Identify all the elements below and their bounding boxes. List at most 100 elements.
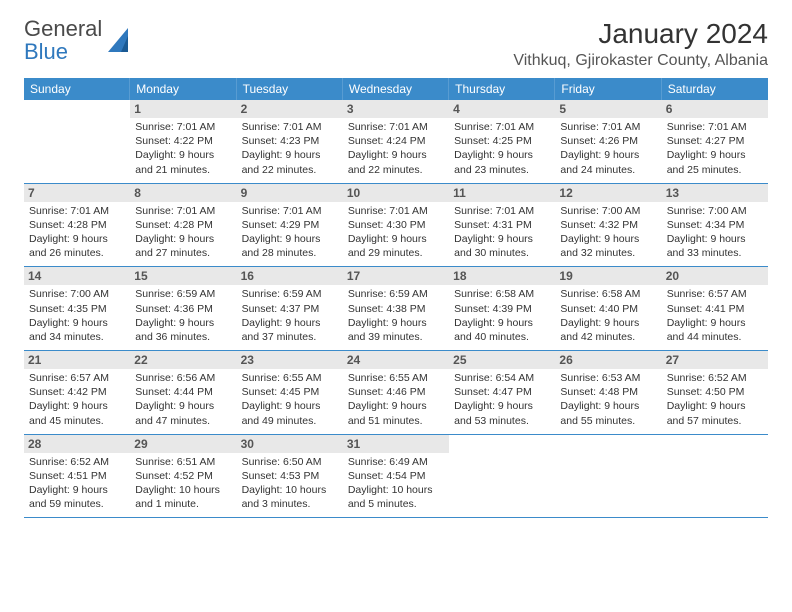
day-cell: 28 Sunrise: 6:52 AMSunset: 4:51 PMDayligh… (24, 435, 130, 518)
day-cell: 30 Sunrise: 6:50 AMSunset: 4:53 PMDayligh… (237, 435, 343, 518)
weekday-tuesday: Tuesday (237, 78, 343, 100)
day-info: Sunrise: 6:56 AMSunset: 4:44 PMDaylight:… (135, 371, 231, 428)
day-cell: 9 Sunrise: 7:01 AMSunset: 4:29 PMDaylight… (237, 184, 343, 267)
day-number-empty (662, 435, 768, 453)
day-number: 8 (130, 184, 236, 202)
day-info: Sunrise: 7:01 AMSunset: 4:31 PMDaylight:… (454, 204, 550, 261)
day-cell: 27 Sunrise: 6:52 AMSunset: 4:50 PMDayligh… (662, 351, 768, 434)
day-number-empty (449, 435, 555, 453)
day-cell: 7 Sunrise: 7:01 AMSunset: 4:28 PMDaylight… (24, 184, 130, 267)
day-number: 6 (662, 100, 768, 118)
day-info: Sunrise: 7:00 AMSunset: 4:32 PMDaylight:… (560, 204, 656, 261)
day-info: Sunrise: 7:01 AMSunset: 4:24 PMDaylight:… (348, 120, 444, 177)
day-number: 14 (24, 267, 130, 285)
header: General Blue January 2024 Vithkuq, Gjiro… (24, 18, 768, 70)
day-info: Sunrise: 6:59 AMSunset: 4:38 PMDaylight:… (348, 287, 444, 344)
day-number: 10 (343, 184, 449, 202)
day-cell: 5Sunrise: 7:01 AMSunset: 4:26 PMDaylight… (555, 100, 661, 183)
day-info: Sunrise: 7:01 AMSunset: 4:30 PMDaylight:… (348, 204, 444, 261)
day-number: 19 (555, 267, 661, 285)
day-info: Sunrise: 6:52 AMSunset: 4:51 PMDaylight:… (29, 455, 125, 512)
day-info: Sunrise: 6:54 AMSunset: 4:47 PMDaylight:… (454, 371, 550, 428)
day-number: 17 (343, 267, 449, 285)
day-cell: 31Sunrise: 6:49 AMSunset: 4:54 PMDayligh… (343, 435, 449, 518)
day-cell: 2 Sunrise: 7:01 AMSunset: 4:23 PMDaylight… (237, 100, 343, 183)
day-number: 25 (449, 351, 555, 369)
calendar-grid: SundayMondayTuesdayWednesdayThursdayFrid… (24, 78, 768, 518)
day-info: Sunrise: 7:01 AMSunset: 4:28 PMDaylight:… (135, 204, 231, 261)
day-number: 4 (449, 100, 555, 118)
day-number: 30 (237, 435, 343, 453)
day-info: Sunrise: 6:49 AMSunset: 4:54 PMDaylight:… (348, 455, 444, 512)
day-info: Sunrise: 7:01 AMSunset: 4:26 PMDaylight:… (560, 120, 656, 177)
day-number: 22 (130, 351, 236, 369)
day-cell: 23Sunrise: 6:55 AMSunset: 4:45 PMDayligh… (237, 351, 343, 434)
day-cell: 26 Sunrise: 6:53 AMSunset: 4:48 PMDayligh… (555, 351, 661, 434)
day-number: 15 (130, 267, 236, 285)
day-info: Sunrise: 6:59 AMSunset: 4:36 PMDaylight:… (135, 287, 231, 344)
day-number: 11 (449, 184, 555, 202)
weeks-container: 1Sunrise: 7:01 AMSunset: 4:22 PMDaylight… (24, 100, 768, 518)
day-cell (24, 100, 130, 183)
day-number: 13 (662, 184, 768, 202)
week-row: 7 Sunrise: 7:01 AMSunset: 4:28 PMDaylight… (24, 184, 768, 268)
day-cell: 1Sunrise: 7:01 AMSunset: 4:22 PMDaylight… (130, 100, 236, 183)
logo-text-blue: Blue (24, 39, 68, 64)
day-info: Sunrise: 7:01 AMSunset: 4:27 PMDaylight:… (667, 120, 763, 177)
day-number: 26 (555, 351, 661, 369)
logo: General Blue (24, 18, 132, 64)
day-cell: 3 Sunrise: 7:01 AMSunset: 4:24 PMDaylight… (343, 100, 449, 183)
day-cell: 29 Sunrise: 6:51 AMSunset: 4:52 PMDayligh… (130, 435, 236, 518)
day-cell: 17 Sunrise: 6:59 AMSunset: 4:38 PMDayligh… (343, 267, 449, 350)
weekday-header-row: SundayMondayTuesdayWednesdayThursdayFrid… (24, 78, 768, 100)
logo-text-general: General (24, 16, 102, 41)
day-cell (662, 435, 768, 518)
day-cell: 10 Sunrise: 7:01 AMSunset: 4:30 PMDayligh… (343, 184, 449, 267)
day-number: 18 (449, 267, 555, 285)
day-info: Sunrise: 6:55 AMSunset: 4:45 PMDaylight:… (242, 371, 338, 428)
day-info: Sunrise: 6:58 AMSunset: 4:40 PMDaylight:… (560, 287, 656, 344)
day-info: Sunrise: 6:53 AMSunset: 4:48 PMDaylight:… (560, 371, 656, 428)
day-number: 28 (24, 435, 130, 453)
calendar-page: General Blue January 2024 Vithkuq, Gjiro… (0, 0, 792, 536)
sail-icon (106, 24, 132, 59)
weekday-wednesday: Wednesday (343, 78, 449, 100)
day-info: Sunrise: 7:01 AMSunset: 4:25 PMDaylight:… (454, 120, 550, 177)
week-row: 21 Sunrise: 6:57 AMSunset: 4:42 PMDayligh… (24, 351, 768, 435)
day-cell: 8 Sunrise: 7:01 AMSunset: 4:28 PMDaylight… (130, 184, 236, 267)
day-info: Sunrise: 7:01 AMSunset: 4:29 PMDaylight:… (242, 204, 338, 261)
day-info: Sunrise: 7:01 AMSunset: 4:23 PMDaylight:… (242, 120, 338, 177)
day-number: 2 (237, 100, 343, 118)
day-info: Sunrise: 6:59 AMSunset: 4:37 PMDaylight:… (242, 287, 338, 344)
day-info: Sunrise: 6:57 AMSunset: 4:42 PMDaylight:… (29, 371, 125, 428)
day-info: Sunrise: 7:01 AMSunset: 4:28 PMDaylight:… (29, 204, 125, 261)
day-number: 9 (237, 184, 343, 202)
day-number: 3 (343, 100, 449, 118)
day-info: Sunrise: 6:55 AMSunset: 4:46 PMDaylight:… (348, 371, 444, 428)
weekday-friday: Friday (555, 78, 661, 100)
day-cell: 25 Sunrise: 6:54 AMSunset: 4:47 PMDayligh… (449, 351, 555, 434)
day-number-empty (555, 435, 661, 453)
day-info: Sunrise: 6:51 AMSunset: 4:52 PMDaylight:… (135, 455, 231, 512)
day-cell: 15 Sunrise: 6:59 AMSunset: 4:36 PMDayligh… (130, 267, 236, 350)
day-cell: 16Sunrise: 6:59 AMSunset: 4:37 PMDayligh… (237, 267, 343, 350)
day-number: 21 (24, 351, 130, 369)
day-cell: 18Sunrise: 6:58 AMSunset: 4:39 PMDayligh… (449, 267, 555, 350)
day-cell: 11 Sunrise: 7:01 AMSunset: 4:31 PMDayligh… (449, 184, 555, 267)
day-info: Sunrise: 6:50 AMSunset: 4:53 PMDaylight:… (242, 455, 338, 512)
day-info: Sunrise: 7:01 AMSunset: 4:22 PMDaylight:… (135, 120, 231, 177)
day-info: Sunrise: 6:52 AMSunset: 4:50 PMDaylight:… (667, 371, 763, 428)
weekday-saturday: Saturday (662, 78, 768, 100)
day-number: 7 (24, 184, 130, 202)
day-number: 27 (662, 351, 768, 369)
day-cell: 21 Sunrise: 6:57 AMSunset: 4:42 PMDayligh… (24, 351, 130, 434)
day-cell: 14 Sunrise: 7:00 AMSunset: 4:35 PMDayligh… (24, 267, 130, 350)
day-cell: 19 Sunrise: 6:58 AMSunset: 4:40 PMDayligh… (555, 267, 661, 350)
day-cell: 6 Sunrise: 7:01 AMSunset: 4:27 PMDaylight… (662, 100, 768, 183)
day-cell: 24Sunrise: 6:55 AMSunset: 4:46 PMDayligh… (343, 351, 449, 434)
day-cell: 4 Sunrise: 7:01 AMSunset: 4:25 PMDaylight… (449, 100, 555, 183)
month-title: January 2024 (513, 18, 768, 50)
day-info: Sunrise: 7:00 AMSunset: 4:35 PMDaylight:… (29, 287, 125, 344)
day-number: 29 (130, 435, 236, 453)
location: Vithkuq, Gjirokaster County, Albania (513, 52, 768, 70)
